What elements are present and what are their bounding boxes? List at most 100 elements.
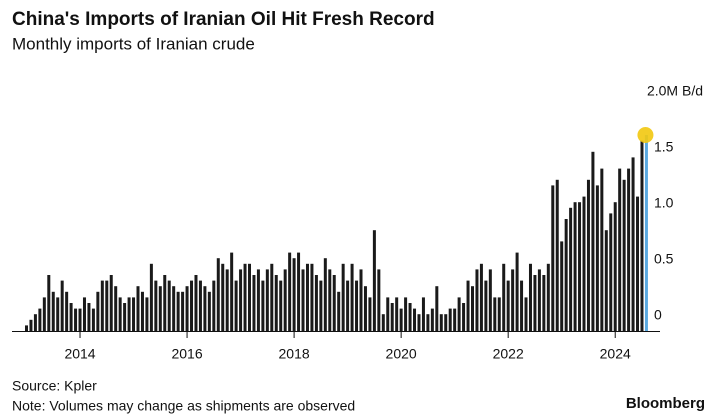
chart-title: China's Imports of Iranian Oil Hit Fresh…: [12, 9, 435, 30]
bar: [600, 168, 604, 331]
y-tick-label: 0: [654, 307, 662, 323]
bar: [595, 185, 599, 331]
bar: [105, 280, 109, 331]
y-tick-label: 1.0: [654, 195, 674, 211]
bar: [69, 303, 73, 331]
bar: [158, 286, 162, 331]
bar: [310, 263, 314, 331]
bar: [149, 263, 153, 331]
bar: [511, 269, 515, 331]
bar: [239, 269, 243, 331]
bar: [123, 303, 127, 331]
bar: [216, 258, 220, 331]
bar: [350, 263, 354, 331]
bar: [163, 275, 167, 331]
bar: [591, 151, 595, 331]
bar: [190, 280, 194, 331]
bar: [537, 269, 541, 331]
bar: [109, 275, 113, 331]
bar: [319, 280, 323, 331]
bar: [533, 275, 537, 331]
bar: [96, 291, 100, 331]
bar: [475, 269, 479, 331]
bar: [74, 308, 78, 331]
bar: [29, 319, 33, 331]
bar: [542, 275, 546, 331]
bar: [506, 280, 510, 331]
bar: [82, 297, 86, 331]
x-tick-label: 2022: [493, 346, 524, 362]
bar: [56, 297, 60, 331]
bar: [618, 168, 622, 331]
bar: [87, 303, 91, 331]
bar: [100, 280, 104, 331]
bar: [252, 275, 256, 331]
y-tick-label: 0.5: [654, 251, 674, 267]
bar: [493, 297, 497, 331]
bar: [172, 286, 176, 331]
bar: [194, 275, 198, 331]
bar: [466, 280, 470, 331]
bar: [421, 297, 425, 331]
bar: [51, 291, 55, 331]
bar: [270, 263, 274, 331]
bar: [265, 269, 269, 331]
bar: [578, 202, 582, 331]
bar: [515, 252, 519, 331]
x-tick-label: 2018: [279, 346, 310, 362]
bar: [167, 280, 171, 331]
bar: [555, 179, 559, 331]
bar: [346, 280, 350, 331]
chart-subtitle: Monthly imports of Iranian crude: [12, 34, 255, 53]
bar: [140, 291, 144, 331]
bar: [502, 263, 506, 331]
bar: [78, 308, 82, 331]
bar: [212, 280, 216, 331]
bar: [426, 314, 430, 331]
bar: [524, 297, 528, 331]
bar: [207, 291, 211, 331]
bar: [176, 291, 180, 331]
bar: [381, 314, 385, 331]
bar: [203, 286, 207, 331]
bar: [145, 297, 149, 331]
bar: [586, 179, 590, 331]
bar: [181, 291, 185, 331]
bar: [395, 297, 399, 331]
bar: [497, 297, 501, 331]
bar: [368, 297, 372, 331]
bar: [636, 196, 640, 331]
bar: [528, 263, 532, 331]
bar: [305, 263, 309, 331]
bar: [551, 185, 555, 331]
bar: [25, 325, 28, 331]
bar: [484, 280, 488, 331]
bar: [564, 219, 568, 331]
bar: [283, 269, 287, 331]
x-tick-label: 2024: [600, 346, 631, 362]
bar: [261, 280, 265, 331]
bar: [439, 314, 443, 331]
x-tick-label: 2014: [64, 346, 95, 362]
bar: [136, 286, 140, 331]
bar: [355, 280, 359, 331]
bar: [288, 252, 292, 331]
bar: [256, 269, 260, 331]
bar: [430, 308, 434, 331]
bar: [118, 297, 122, 331]
bar: [399, 308, 403, 331]
bar: [65, 291, 69, 331]
bar: [631, 157, 635, 331]
bar: [328, 269, 332, 331]
bar: [279, 280, 283, 331]
bar: [332, 275, 336, 331]
highlight-marker: [637, 127, 654, 143]
bar: [185, 286, 189, 331]
bar: [488, 269, 492, 331]
bar: [42, 297, 46, 331]
bar: [520, 280, 524, 331]
x-tick-label: 2016: [171, 346, 202, 362]
bar: [274, 275, 278, 331]
bar: [60, 280, 64, 331]
